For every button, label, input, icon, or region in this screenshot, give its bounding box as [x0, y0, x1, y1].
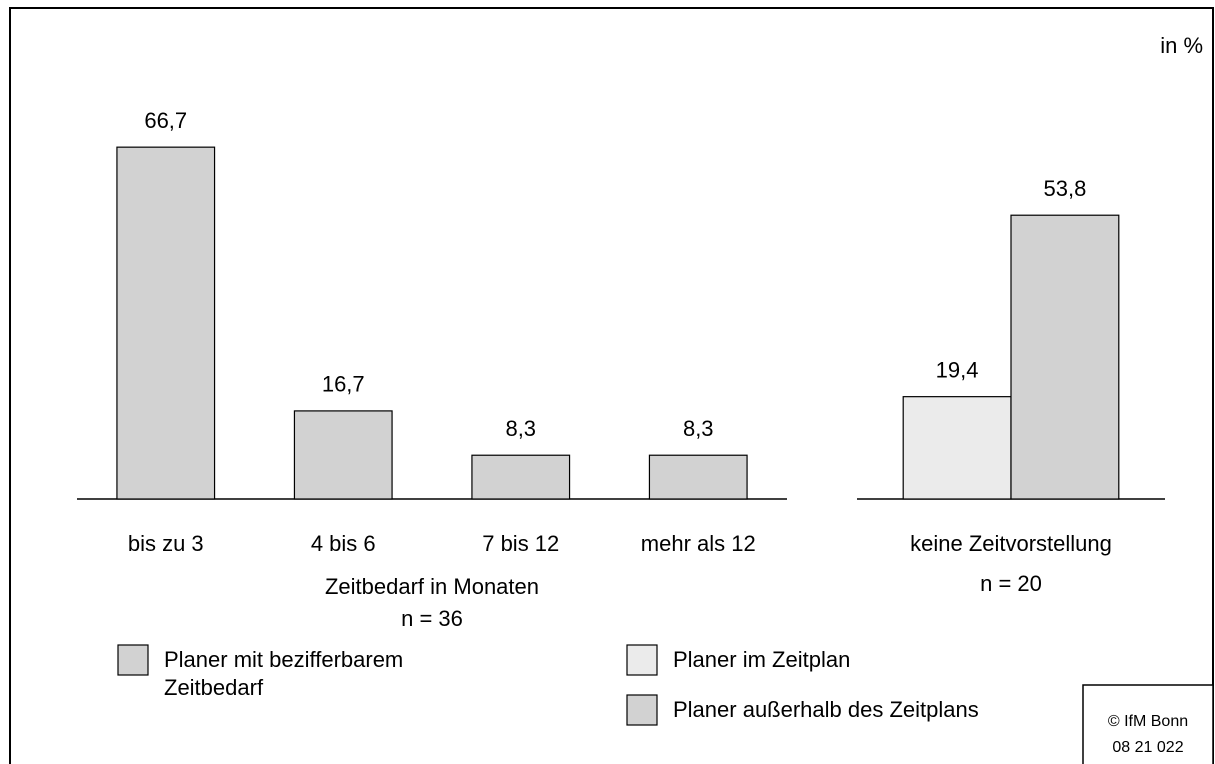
legend-label: Planer mit bezifferbarem Zeitbedarf: [164, 647, 404, 700]
legend-label: Planer außerhalb des Zeitplans: [673, 697, 979, 722]
frame: [9, 7, 1214, 764]
x-axis-label: Zeitbedarf in Monaten: [325, 574, 539, 599]
data-label: 53,8: [1043, 176, 1086, 201]
note: n = 36: [401, 606, 463, 631]
source: © IfM Bonn: [1108, 713, 1188, 730]
x-tick-label: keine Zeitvorstellung: [910, 531, 1112, 556]
data-label: 16,7: [322, 372, 365, 397]
x-tick-label: 7 bis 12: [482, 531, 559, 556]
source-box: [1082, 684, 1214, 764]
source: 08 21 022: [1112, 739, 1183, 756]
bar: [116, 146, 216, 500]
x-tick-label: 4 bis 6: [311, 531, 376, 556]
legend-swatch: [626, 694, 658, 726]
x-tick-label: mehr als 12: [641, 531, 756, 556]
bar: [902, 396, 1012, 500]
data-label: 8,3: [505, 416, 536, 441]
data-label: 8,3: [683, 416, 714, 441]
bar: [293, 410, 393, 500]
unit-label: in %: [1160, 33, 1203, 58]
bar: [471, 454, 571, 500]
data-label: 66,7: [144, 108, 187, 133]
legend-swatch: [626, 644, 658, 676]
x-tick-label: bis zu 3: [128, 531, 204, 556]
legend-label: Planer im Zeitplan: [673, 647, 851, 672]
data-label: 19,4: [936, 357, 979, 382]
note: n = 20: [980, 571, 1042, 596]
bar: [648, 454, 748, 500]
legend-swatch: [117, 644, 149, 676]
bar: [1010, 214, 1120, 500]
